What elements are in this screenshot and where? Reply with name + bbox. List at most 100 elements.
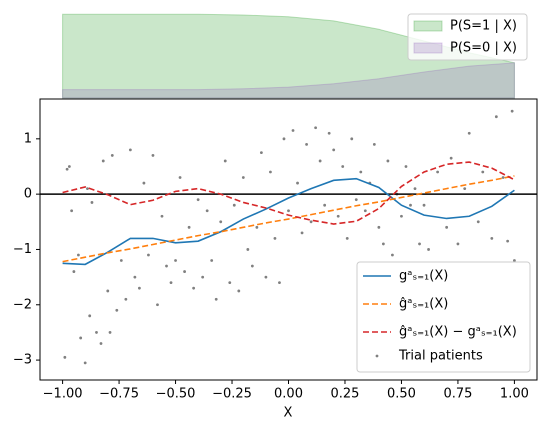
line [62,161,515,225]
legend-box [407,13,528,61]
legend-label: P(S=0 | X) [450,41,517,56]
scatter-point [72,270,76,273]
scatter-point [381,242,385,246]
scatter-point [90,201,94,204]
scatter-point [323,203,327,207]
scatter-point [237,289,241,293]
scatter-point [481,170,485,174]
scatter-point [133,275,137,279]
x-tick-label: 0.50 [387,387,416,402]
line [62,177,515,266]
scatter-point [259,151,263,155]
scatter-point [183,270,186,273]
scatter-point [264,275,268,279]
scatter-point [115,308,119,312]
scatter-point [165,264,168,268]
scatter-point [160,214,164,218]
scatter-point [413,187,417,191]
scatter-point [501,176,505,179]
scatter-point [142,181,146,185]
scatter-point [332,148,336,152]
scatter-point [86,187,89,191]
scatter-point [83,361,87,365]
scatter-point [101,159,105,163]
scatter-point [79,336,83,340]
x-tick-label: 0.00 [274,387,303,402]
scatter-point [372,142,376,146]
scatter-point [187,225,191,229]
scatter-point [65,167,69,171]
x-tick-label: −0.50 [156,387,196,402]
scatter-point [156,303,159,307]
scatter-point [63,355,67,359]
scatter-point [309,220,313,224]
scatter-point [409,203,412,207]
scatter-point [404,165,408,168]
scatter-point [445,225,449,229]
legend-box [356,261,531,373]
scatter-point [467,131,471,135]
scatter-point [246,248,250,251]
scatter-point [124,297,128,301]
scatter-point [436,170,439,174]
scatter-point [250,264,254,268]
scatter-point [88,314,92,318]
scatter-point [228,281,232,285]
scatter-point [151,154,155,157]
scatter-point [476,220,480,224]
scatter-point [490,236,494,240]
x-tick-label: 0.25 [331,387,360,402]
legend-marker [375,354,379,358]
scatter-point [513,259,516,262]
scatter-point [77,253,80,257]
x-tick-label: −0.75 [99,387,139,402]
scatter-point [108,331,112,334]
legend-label: ĝᵃₛ₌₁(X) − gᵃₛ₌₁(X) [399,325,517,340]
legend-label: gᵃₛ₌₁(X) [399,269,448,284]
legend-label: Trial patients [398,349,483,364]
scatter-point [214,297,218,301]
scatter-point [70,209,74,213]
y-tick-label: 0 [24,187,32,202]
scatter-point [400,214,403,218]
scatter-point [174,259,177,262]
x-tick-label: 1.00 [500,387,529,402]
scatter-point [300,231,304,235]
scatter-point [219,220,223,224]
scatter-point [67,165,71,168]
scatter-point [305,142,308,146]
scatter-point [510,109,514,113]
scatter-point [386,159,390,163]
y-tick-label: −3 [13,353,32,368]
legend-swatch [413,42,443,54]
scatter-point [169,281,173,285]
scatter-point [99,342,103,345]
scatter-point [147,253,150,257]
scatter-point [273,236,277,240]
scatter-point [296,181,299,185]
scatter-point [377,225,381,229]
scatter-point [350,137,354,141]
scatter-point [95,331,98,334]
scatter-point [341,165,345,168]
scatter-point [138,286,141,290]
legend-label: P(S=1 | X) [450,19,517,34]
scatter-point [359,170,363,174]
scatter-point [128,148,132,152]
scatter-point [291,129,295,132]
scatter-point [241,176,245,179]
scatter-point [494,115,498,119]
scatter-point [345,236,349,240]
scatter-point [269,170,272,174]
x-tick-label: 0.75 [443,387,472,402]
scatter-point [318,159,322,163]
scatter-point [232,203,236,207]
scatter-point [463,187,467,191]
y-tick-label: −2 [13,297,32,312]
scatter-point [210,259,214,262]
scatter-point [178,176,182,179]
scatter-point [192,286,196,290]
area [62,62,515,99]
